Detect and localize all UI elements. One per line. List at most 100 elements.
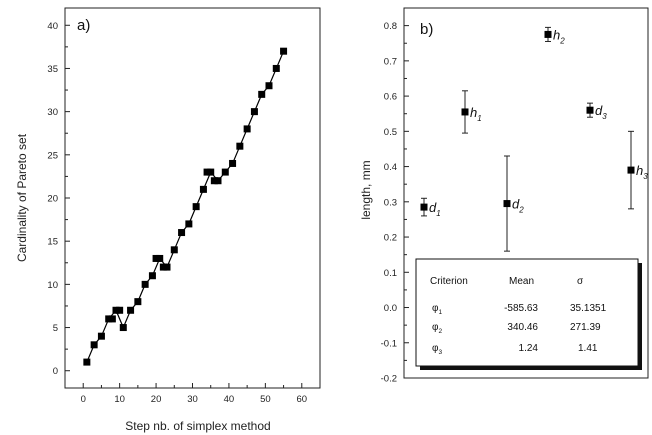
a-point-26	[272, 64, 280, 72]
panel-a: 0 10 20 30 40 50 60 0 5 10 15 20 25 30 35 40 a) Step n…	[15, 7, 321, 433]
a-y-tick-label-0: 0	[53, 366, 58, 377]
a-extra-point-5	[210, 177, 218, 185]
b-y-tick-label-5: 0.3	[384, 197, 397, 208]
b-y-tick-label-0: -0.2	[381, 374, 397, 385]
a-point-17	[207, 168, 215, 176]
statistics-table: Criterion Mean σ φ1 -585.63 35.1351 φ2 3…	[415, 258, 642, 370]
a-point-21	[236, 142, 244, 150]
a-point-2	[97, 332, 105, 340]
a-point-18	[214, 177, 222, 185]
a-point-4	[112, 306, 120, 314]
a-x-tick-label-2: 20	[151, 394, 162, 405]
panel-a-x-axis-title: Step nb. of simplex method	[125, 419, 270, 433]
b-point-h1	[461, 108, 469, 116]
b-y-tick-label-1: -0.1	[381, 338, 397, 349]
a-x-tick-label-1: 10	[114, 394, 125, 405]
a-series-line	[86, 50, 285, 363]
table-row-2-mean: 340.46	[507, 322, 538, 333]
table-header-mean: Mean	[509, 276, 534, 287]
a-point-13	[178, 229, 186, 237]
b-y-tick-label-9: 0.7	[384, 56, 397, 67]
b-point-h2	[544, 30, 552, 38]
b-y-tick-label-4: 0.2	[384, 233, 397, 244]
panel-a-label: a)	[77, 17, 90, 34]
panel-b-plot-frame	[403, 7, 649, 379]
a-point-6	[127, 306, 135, 314]
a-y-tick-label-3: 15	[47, 237, 58, 248]
table-row-1-mean: -585.63	[504, 303, 538, 314]
b-point-label-h1: h1	[470, 105, 482, 123]
a-point-27	[280, 47, 288, 55]
a-y-tick-label-6: 30	[47, 107, 58, 118]
b-point-label-d3: d3	[595, 103, 607, 121]
statistics-table-box	[415, 258, 639, 367]
b-point-d2	[503, 200, 511, 208]
a-point-24	[258, 90, 266, 98]
panel-a-y-axis-title: Cardinality of Pareto set	[15, 133, 29, 262]
a-point-14	[185, 220, 193, 228]
a-extra-point-4	[203, 168, 211, 176]
a-y-tick-label-5: 25	[47, 150, 58, 161]
a-point-7	[134, 298, 142, 306]
a-y-tick-label-1: 5	[53, 323, 58, 334]
a-point-1	[90, 341, 98, 349]
a-point-16	[199, 185, 207, 193]
b-point-d1	[420, 203, 428, 211]
table-row-1-criterion: φ1	[432, 303, 442, 316]
b-point-label-h2: h2	[553, 27, 565, 45]
table-row-3-criterion: φ3	[432, 343, 442, 356]
panel-b-points: d1 h1 d2 h2 d3 h3	[420, 26, 648, 252]
a-x-tick-label-3: 30	[187, 394, 198, 405]
a-x-tick-label-4: 40	[224, 394, 235, 405]
a-point-9	[148, 272, 156, 280]
b-point-label-d1: d1	[429, 200, 441, 218]
a-point-23	[250, 108, 258, 116]
b-point-h3	[627, 166, 635, 174]
panel-b-y-ticks: -0.2 -0.1 0.0 0.1 0.2 0.3 0.4 0.5 0.6 0.7 0.8	[381, 21, 409, 385]
a-point-22	[243, 125, 251, 133]
panel-b: -0.2 -0.1 0.0 0.1 0.2 0.3 0.4 0.5 0.6 0.7 0.8 d1 h1…	[359, 7, 649, 385]
a-y-tick-label-7: 35	[47, 64, 58, 75]
a-point-12	[170, 246, 178, 254]
a-point-11	[163, 263, 171, 271]
a-point-20	[229, 159, 237, 167]
panel-b-y-axis-title: length, mm	[359, 160, 373, 219]
a-point-5	[119, 324, 127, 332]
a-extra-point-3	[159, 263, 167, 271]
panel-a-x-ticks: 0 10 20 30 40 50 60	[81, 383, 307, 405]
a-point-19	[221, 168, 229, 176]
b-y-tick-label-2: 0.0	[384, 303, 397, 314]
panel-a-y-ticks: 0 5 10 15 20 25 30 35 40	[47, 21, 70, 377]
a-point-15	[192, 203, 200, 211]
b-point-label-h3: h3	[636, 163, 648, 181]
panel-a-points	[83, 47, 288, 366]
table-header-sigma: σ	[577, 276, 584, 287]
a-y-tick-label-2: 10	[47, 280, 58, 291]
b-point-d3	[586, 106, 594, 114]
a-x-tick-label-6: 60	[296, 394, 307, 405]
a-x-tick-label-5: 50	[260, 394, 271, 405]
a-y-tick-label-4: 20	[47, 194, 58, 205]
b-y-tick-label-3: 0.1	[384, 268, 397, 279]
table-row-1-sigma: 35.1351	[570, 303, 607, 314]
b-y-tick-label-6: 0.4	[384, 162, 397, 173]
b-y-tick-label-8: 0.6	[384, 92, 397, 103]
a-x-tick-label-0: 0	[81, 394, 86, 405]
a-point-25	[265, 82, 273, 90]
a-point-10	[156, 254, 164, 262]
a-point-8	[141, 280, 149, 288]
a-y-tick-label-8: 40	[47, 21, 58, 32]
table-row-3-sigma: 1.41	[578, 343, 598, 354]
table-row-2-criterion: φ2	[432, 322, 442, 335]
a-point-3	[105, 315, 113, 323]
table-row-2-sigma: 271.39	[570, 322, 601, 333]
panel-b-label: b)	[420, 21, 433, 38]
table-header-criterion: Criterion	[430, 276, 468, 287]
table-row-3-mean: 1.24	[519, 343, 539, 354]
b-y-tick-label-10: 0.8	[384, 21, 397, 32]
a-extra-point-1	[116, 306, 124, 314]
a-extra-point-2	[152, 254, 160, 262]
a-extra-point-0	[108, 315, 116, 323]
b-y-tick-label-7: 0.5	[384, 127, 397, 138]
